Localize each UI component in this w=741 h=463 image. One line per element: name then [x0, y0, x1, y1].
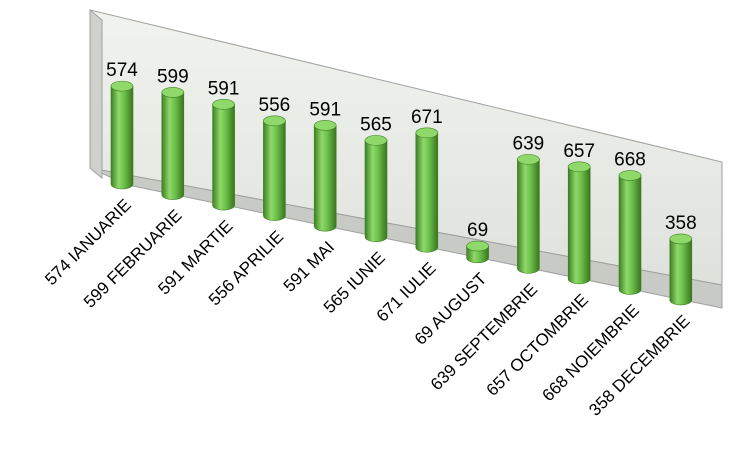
bar-top [110, 80, 134, 92]
bar [618, 170, 642, 295]
data-label: 574 [106, 60, 138, 81]
bar [212, 99, 235, 211]
bar [567, 161, 591, 285]
bar-body [161, 92, 185, 200]
chart-walls [89, 8, 723, 309]
data-label: 556 [259, 95, 291, 116]
category-label: 657 OCTOMBRIE [483, 290, 592, 399]
bar [313, 120, 337, 232]
data-labels: 574 599 591 556 591 565 671 69 639 657 668 358 [106, 60, 697, 241]
bar-top [466, 240, 489, 252]
bar-top [364, 135, 388, 146]
bar-top [263, 115, 286, 127]
bar-top [669, 233, 693, 245]
bar [415, 127, 439, 253]
chart-bars [110, 80, 693, 306]
data-label: 69 [467, 220, 488, 241]
data-label: 358 [665, 213, 697, 234]
bar-top [212, 99, 235, 110]
category-label: 639 SEPTEMBRIE [427, 280, 541, 394]
bar-body [517, 159, 540, 274]
category-label: 591 MAI [280, 238, 338, 296]
bar-body [364, 140, 388, 242]
bar-body [669, 238, 693, 306]
data-label: 599 [157, 66, 189, 87]
data-label: 657 [563, 141, 595, 162]
bar [669, 233, 693, 306]
bar [110, 80, 134, 190]
data-label: 671 [411, 107, 443, 128]
bar-top [567, 161, 591, 173]
data-label: 565 [360, 114, 392, 135]
bar [466, 240, 489, 264]
bar-top [618, 170, 642, 181]
bar-top [415, 127, 439, 139]
bar [364, 135, 388, 242]
bar-top [161, 87, 185, 98]
bar-body [313, 125, 337, 232]
bar-body [212, 104, 235, 211]
data-label: 591 [208, 78, 240, 99]
bar [517, 154, 540, 274]
bar-top [517, 154, 540, 165]
bar [161, 87, 185, 200]
bar-body [618, 175, 642, 295]
data-label: 591 [309, 99, 341, 120]
bar-body [263, 120, 286, 221]
bar-body [415, 132, 439, 253]
data-label: 668 [614, 150, 646, 171]
side-wall [89, 8, 103, 180]
bar-body [567, 166, 591, 285]
bar-top [313, 120, 337, 131]
bar-body [110, 85, 134, 190]
data-label: 639 [513, 133, 545, 154]
bar [263, 115, 286, 221]
